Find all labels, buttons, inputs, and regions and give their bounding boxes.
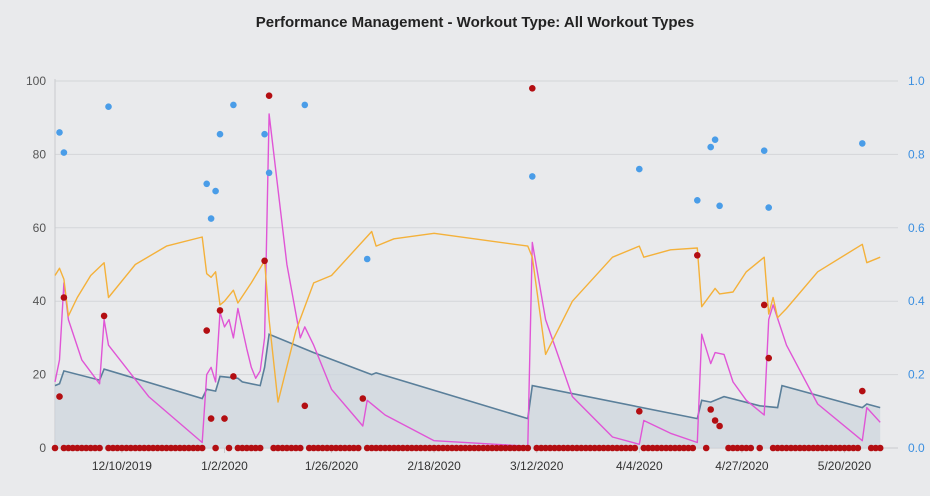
stress-point: [859, 387, 866, 395]
intensity-point: [760, 147, 768, 154]
intensity-point: [261, 130, 268, 138]
y-left-tick-label: 20: [33, 368, 47, 382]
intensity-point: [694, 197, 701, 204]
stress-point: [225, 444, 233, 452]
fitness-area-fill: [55, 334, 881, 448]
stress-point: [631, 444, 639, 452]
y-left-tick-label: 100: [26, 74, 46, 88]
y-right-tick-label: 0.2: [908, 368, 925, 382]
intensity-point: [716, 202, 723, 210]
stress-point: [694, 252, 701, 259]
x-tick-label: 4/27/2020: [715, 459, 769, 473]
x-tick-label: 4/4/2020: [616, 459, 663, 473]
stress-point: [524, 444, 532, 452]
stress-point: [756, 444, 763, 452]
stress-point: [203, 327, 210, 334]
intensity-point: [529, 173, 536, 180]
y-right-tick-label: 1.0: [908, 74, 925, 88]
x-tick-label: 2/18/2020: [407, 459, 461, 473]
stress-point: [765, 354, 772, 362]
stress-point: [207, 415, 215, 422]
stress-point: [96, 444, 103, 452]
stress-point: [636, 408, 643, 415]
stress-point: [711, 417, 719, 424]
intensity-point: [216, 130, 224, 138]
y-right-tick-label: 0.6: [908, 221, 925, 235]
intensity-point: [363, 255, 371, 263]
fitness-line: [54, 333, 881, 420]
stress-point: [60, 294, 68, 301]
stress-point: [212, 444, 219, 452]
y-right-tick-label: 0.0: [908, 441, 925, 455]
intensity-point: [105, 103, 112, 110]
stress-point: [256, 444, 264, 452]
x-tick-label: 1/2/2020: [201, 459, 248, 473]
stress-point: [747, 444, 755, 452]
stress-point: [198, 444, 206, 452]
x-tick-label: 12/10/2019: [92, 459, 152, 473]
intensity-point: [859, 140, 866, 147]
stress-point: [265, 92, 273, 99]
stress-point: [301, 402, 309, 410]
stress-point: [355, 444, 362, 452]
intensity-point: [636, 165, 643, 173]
stress-point: [702, 444, 710, 452]
stress-point: [51, 444, 59, 452]
fatigue-line: [54, 113, 881, 447]
y-right-tick-label: 0.8: [908, 147, 925, 161]
stress-point: [221, 415, 228, 422]
stress-point: [230, 373, 237, 380]
intensity-point: [265, 169, 273, 177]
stress-point: [100, 312, 108, 320]
form-line: [54, 230, 881, 403]
intensity-point: [212, 187, 219, 195]
y-left-tick-label: 0: [39, 441, 46, 455]
series-layer: [51, 85, 884, 452]
stress-point: [56, 393, 63, 400]
stress-point: [760, 301, 768, 309]
stress-point: [529, 85, 536, 92]
gridlines: [55, 80, 898, 376]
y-right-tick-label: 0.4: [908, 294, 925, 308]
chart-title: Performance Management - Workout Type: A…: [255, 14, 695, 31]
intensity-point: [230, 101, 237, 109]
intensity-point: [301, 101, 309, 109]
stress-point: [216, 307, 224, 314]
stress-point: [297, 444, 304, 452]
y-left-tick-label: 40: [33, 294, 47, 308]
intensity-point: [60, 149, 68, 156]
x-tick-label: 3/12/2020: [510, 459, 564, 473]
stress-point: [689, 444, 697, 452]
intensity-point: [711, 136, 719, 143]
stress-point: [261, 257, 268, 265]
stress-point: [359, 395, 367, 402]
stress-point: [854, 444, 862, 452]
y-left-tick-label: 80: [33, 147, 47, 161]
intensity-point: [207, 215, 215, 222]
stress-point: [876, 444, 884, 452]
x-tick-label: 5/20/2020: [818, 459, 872, 473]
stress-point: [707, 406, 714, 413]
stress-point: [716, 422, 723, 430]
intensity-point: [765, 204, 772, 211]
intensity-point: [707, 143, 714, 151]
y-left-tick-label: 60: [33, 221, 47, 235]
intensity-point: [203, 180, 210, 188]
intensity-point: [56, 129, 63, 136]
x-tick-label: 1/26/2020: [305, 459, 359, 473]
